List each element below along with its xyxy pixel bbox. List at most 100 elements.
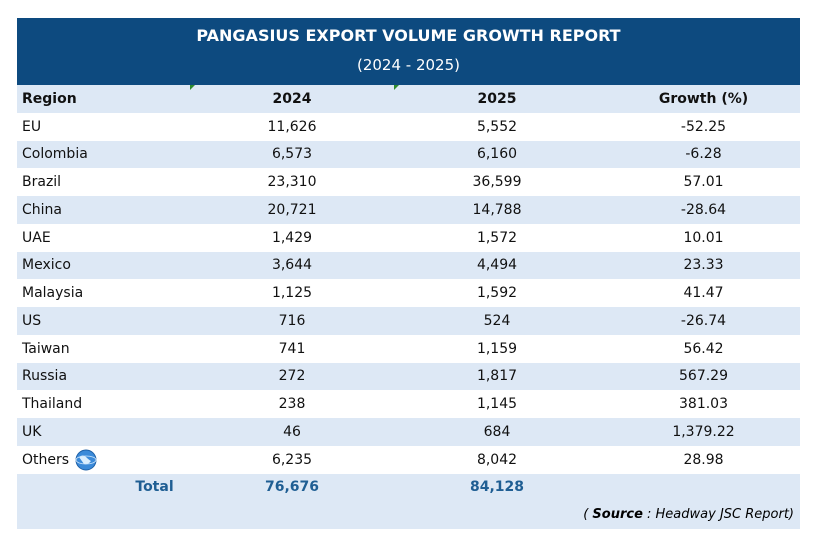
table-row: US 716 524 -26.74	[17, 307, 800, 335]
cell-marker	[394, 85, 399, 90]
table-cell: 23.33	[607, 257, 800, 273]
table-cell: Brazil	[17, 174, 197, 190]
cell-text: 1,125	[271, 285, 313, 302]
table-cell: 1,379.22	[607, 424, 800, 440]
table-row: UAE 1,429 1,572 10.01	[17, 224, 800, 252]
cell-text: 11,626	[267, 118, 317, 135]
cell-text: 56.42	[683, 340, 724, 357]
column-header-row: Region 2024 2025 Growth (%)	[17, 85, 800, 113]
report-table: PANGASIUS EXPORT VOLUME GROWTH REPORT (2…	[17, 18, 800, 529]
table-cell: 41.47	[607, 285, 800, 301]
cell-text: 524	[483, 312, 511, 329]
cell-text: 1,572	[476, 229, 518, 246]
cell-text: Malaysia	[22, 285, 84, 302]
table-cell: Russia	[17, 368, 197, 384]
table-cell: EU	[17, 119, 197, 135]
cell-text: UK	[22, 423, 42, 440]
table-cell: 684	[387, 424, 607, 440]
cell-text: 3,644	[271, 257, 313, 274]
cell-text: 567.29	[679, 368, 728, 385]
source-text: : Headway JSC Report)	[642, 507, 794, 523]
source-label: Source	[592, 507, 643, 523]
table-row: UK 46 684 1,379.22	[17, 418, 800, 446]
table-cell: 6,235	[197, 452, 387, 468]
table-cell: UK	[17, 424, 197, 440]
table-cell: 6,573	[197, 146, 387, 162]
total-row: Total 76,676 84,128	[17, 473, 800, 502]
table-row: Taiwan 741 1,159 56.42	[17, 335, 800, 363]
table-row: Russia 272 1,817 567.29	[17, 362, 800, 391]
total-cell: Total	[135, 479, 174, 496]
table-cell: -28.64	[607, 202, 800, 218]
cell-marker	[190, 85, 195, 90]
table-cell: 57.01	[607, 174, 800, 190]
table-cell: 5,552	[387, 119, 607, 135]
table-cell: 238	[197, 396, 387, 412]
cell-text: Mexico	[22, 257, 71, 274]
table-cell: 23,310	[197, 174, 387, 190]
table-cell: 741	[197, 341, 387, 357]
cell-text: 1,429	[271, 229, 313, 246]
cell-text: Taiwan	[22, 340, 70, 357]
cell-text: 6,235	[271, 451, 313, 468]
table-cell: 36,599	[387, 174, 607, 190]
table-cell: 1,159	[387, 341, 607, 357]
table-cell: 1,429	[197, 230, 387, 246]
cell-text: 684	[483, 423, 511, 440]
cell-text: 46	[283, 423, 301, 440]
table-header: PANGASIUS EXPORT VOLUME GROWTH REPORT (2…	[17, 18, 800, 85]
table-row: Malaysia 1,125 1,592 41.47	[17, 279, 800, 307]
column-header: 2025	[477, 90, 517, 107]
cell-text: 14,788	[472, 201, 522, 218]
subtitle: (2024 - 2025)	[356, 56, 460, 74]
cell-text: Brazil	[22, 174, 62, 191]
cell-text: 23,310	[267, 174, 317, 191]
table-cell: 3,644	[197, 257, 387, 273]
cell-text: 41.47	[683, 285, 724, 302]
table-row: Thailand 238 1,145 381.03	[17, 390, 800, 418]
cell-text: 6,573	[271, 146, 313, 163]
cell-text: 5,552	[476, 118, 518, 135]
cell-text: Russia	[22, 368, 68, 385]
table-row: Mexico 3,644 4,494 23.33	[17, 251, 800, 280]
table-cell: 1,817	[387, 368, 607, 384]
table-cell: Malaysia	[17, 285, 197, 301]
cell-text: -6.28	[685, 146, 722, 163]
table-cell: 272	[197, 368, 387, 384]
table-body: Region 2024 2025 Growth (%) EU 11,626 5,552 -52…	[17, 85, 800, 502]
table-cell: Taiwan	[17, 341, 197, 357]
cell-text: 272	[278, 368, 306, 385]
column-header: 2024	[272, 90, 312, 107]
table-cell: 10.01	[607, 230, 800, 246]
table-cell: 716	[197, 313, 387, 329]
cell-text: China	[22, 201, 62, 218]
cell-text: 4,494	[476, 257, 518, 274]
title: PANGASIUS EXPORT VOLUME GROWTH REPORT	[196, 26, 621, 45]
table-cell: China	[17, 202, 197, 218]
cell-text: EU	[22, 118, 42, 135]
table-cell: -26.74	[607, 313, 800, 329]
total-cell: 84,128	[469, 479, 525, 496]
cell-text: 381.03	[679, 396, 728, 413]
table-cell: 567.29	[607, 368, 800, 384]
cell-text: 238	[278, 396, 306, 413]
table-row: EU 11,626 5,552 -52.25	[17, 113, 800, 141]
table-row: Brazil 23,310 36,599 57.01	[17, 168, 800, 196]
cell-text: 1,145	[476, 396, 518, 413]
table-row: China 20,721 14,788 -28.64	[17, 196, 800, 224]
table-cell: 8,042	[387, 452, 607, 468]
cell-text: 1,159	[476, 340, 518, 357]
table-cell: -52.25	[607, 119, 800, 135]
cell-text: 8,042	[476, 451, 518, 468]
cell-text: -28.64	[680, 201, 727, 218]
total-cell: 76,676	[264, 479, 320, 496]
table-row: Others 6,235 8,042 28.98	[17, 446, 800, 474]
cell-text: 10.01	[683, 229, 724, 246]
cell-text: US	[22, 312, 42, 329]
table-cell: 381.03	[607, 396, 800, 412]
cell-text: 1,379.22	[672, 423, 735, 440]
table-cell: -6.28	[607, 146, 800, 162]
table-cell: Others	[17, 449, 197, 471]
table-cell: Thailand	[17, 396, 197, 412]
cell-text: -26.74	[680, 312, 727, 329]
